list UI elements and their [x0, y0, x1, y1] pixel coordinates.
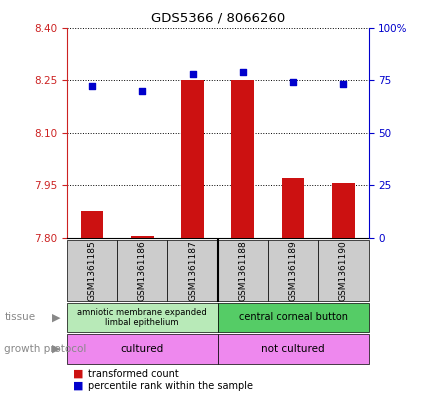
Text: GSM1361186: GSM1361186 [138, 240, 146, 301]
Text: GSM1361187: GSM1361187 [187, 240, 197, 301]
Title: GDS5366 / 8066260: GDS5366 / 8066260 [150, 12, 284, 25]
Bar [181, 80, 203, 238]
Bar [131, 236, 153, 238]
Bar [267, 240, 317, 301]
Bar [67, 240, 117, 301]
Bar [281, 178, 304, 238]
Point [189, 71, 196, 77]
Text: tissue: tissue [4, 312, 35, 322]
Point [138, 87, 145, 94]
Bar [67, 334, 217, 364]
Text: ■: ■ [73, 369, 83, 379]
Text: central corneal button: central corneal button [238, 312, 347, 322]
Text: GSM1361185: GSM1361185 [87, 240, 96, 301]
Text: ▶: ▶ [52, 312, 60, 322]
Point [88, 83, 95, 90]
Bar [231, 80, 254, 238]
Point [239, 68, 246, 75]
Bar [217, 240, 267, 301]
Point [289, 79, 296, 85]
Bar [217, 303, 368, 332]
Text: percentile rank within the sample: percentile rank within the sample [88, 381, 253, 391]
Text: amniotic membrane expanded
limbal epithelium: amniotic membrane expanded limbal epithe… [77, 308, 207, 327]
Bar [117, 240, 167, 301]
Text: cultured: cultured [120, 344, 163, 354]
Text: ■: ■ [73, 381, 83, 391]
Text: growth protocol: growth protocol [4, 344, 86, 354]
Bar [331, 184, 354, 238]
Text: GSM1361189: GSM1361189 [288, 240, 297, 301]
Bar [67, 303, 217, 332]
Text: transformed count: transformed count [88, 369, 179, 379]
Text: GSM1361190: GSM1361190 [338, 240, 347, 301]
Text: not cultured: not cultured [261, 344, 324, 354]
Bar [80, 211, 103, 238]
Text: GSM1361188: GSM1361188 [238, 240, 247, 301]
Bar [217, 334, 368, 364]
Text: ▶: ▶ [52, 344, 60, 354]
Point [339, 81, 346, 87]
Bar [167, 240, 217, 301]
Bar [317, 240, 368, 301]
